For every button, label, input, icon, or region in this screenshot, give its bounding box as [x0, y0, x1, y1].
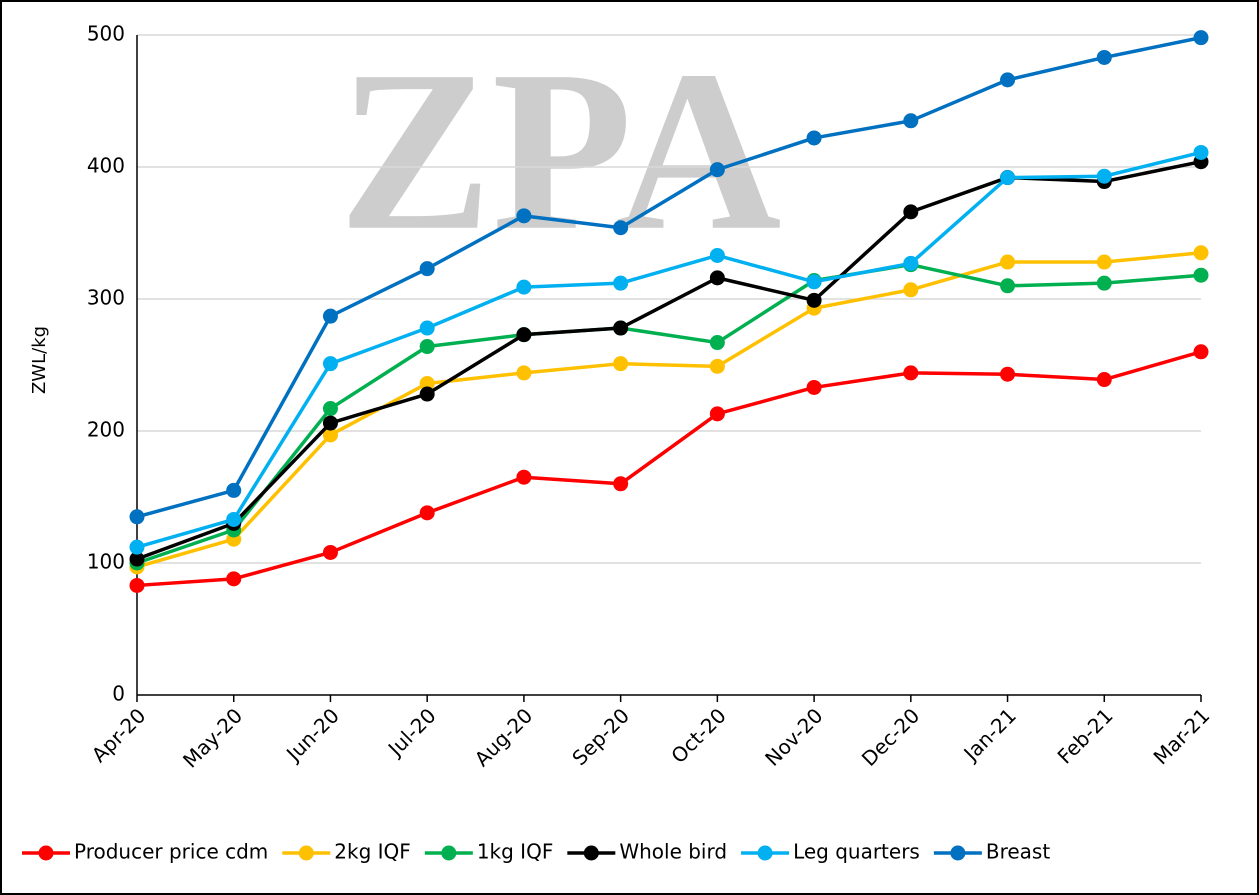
- data-point: [613, 356, 628, 371]
- y-tick-label: 300: [87, 286, 125, 310]
- data-point: [613, 276, 628, 291]
- data-point: [903, 282, 918, 297]
- legend-label: 1kg IQF: [477, 840, 554, 864]
- legend-marker: [299, 846, 314, 861]
- data-point: [903, 113, 918, 128]
- data-point: [516, 208, 531, 223]
- data-point: [807, 130, 822, 145]
- data-point: [323, 309, 338, 324]
- data-point: [1097, 276, 1112, 291]
- data-point: [226, 512, 241, 527]
- data-point: [323, 401, 338, 416]
- data-point: [420, 261, 435, 276]
- data-point: [1097, 169, 1112, 184]
- data-point: [710, 270, 725, 285]
- legend-label: Whole bird: [619, 840, 727, 864]
- y-tick-label: 200: [87, 418, 125, 442]
- legend-marker: [950, 846, 965, 861]
- data-point: [516, 365, 531, 380]
- data-point: [323, 416, 338, 431]
- data-point: [1000, 170, 1015, 185]
- legend-marker: [758, 846, 773, 861]
- y-axis-label: ZWL/kg: [29, 326, 50, 394]
- data-point: [807, 380, 822, 395]
- data-point: [710, 248, 725, 263]
- data-point: [226, 483, 241, 498]
- chart: ZPA ZWL/kg 0100200300400500Apr-20May-20J…: [0, 0, 1259, 895]
- data-point: [1000, 278, 1015, 293]
- y-tick-label: 400: [87, 154, 125, 178]
- legend-marker: [39, 846, 54, 861]
- legend-marker: [584, 846, 599, 861]
- y-tick-label: 100: [87, 550, 125, 574]
- data-point: [323, 356, 338, 371]
- data-point: [1097, 50, 1112, 65]
- data-point: [1194, 268, 1209, 283]
- data-point: [323, 545, 338, 560]
- data-point: [1194, 245, 1209, 260]
- data-point: [130, 509, 145, 524]
- data-point: [1000, 367, 1015, 382]
- y-tick-label: 500: [87, 22, 125, 46]
- data-point: [710, 406, 725, 421]
- data-point: [710, 359, 725, 374]
- data-point: [710, 162, 725, 177]
- legend-label: Leg quarters: [793, 840, 920, 864]
- data-point: [226, 571, 241, 586]
- legend-label: Breast: [986, 840, 1050, 864]
- data-point: [1097, 372, 1112, 387]
- data-point: [613, 220, 628, 235]
- data-point: [516, 327, 531, 342]
- data-point: [1000, 72, 1015, 87]
- data-point: [420, 505, 435, 520]
- legend-label: 2kg IQF: [334, 840, 411, 864]
- data-point: [420, 339, 435, 354]
- data-point: [1194, 30, 1209, 45]
- data-point: [1097, 255, 1112, 270]
- data-point: [420, 387, 435, 402]
- data-point: [903, 365, 918, 380]
- data-point: [130, 578, 145, 593]
- data-point: [1194, 145, 1209, 160]
- data-point: [903, 204, 918, 219]
- data-point: [807, 274, 822, 289]
- watermark: ZPA: [339, 23, 782, 278]
- legend-label: Producer price cdm: [74, 840, 268, 864]
- data-point: [130, 540, 145, 555]
- data-point: [420, 321, 435, 336]
- legend-marker: [441, 846, 456, 861]
- data-point: [903, 256, 918, 271]
- data-point: [710, 335, 725, 350]
- data-point: [516, 280, 531, 295]
- data-point: [613, 321, 628, 336]
- data-point: [1000, 255, 1015, 270]
- data-point: [807, 293, 822, 308]
- data-point: [1194, 344, 1209, 359]
- y-tick-label: 0: [112, 682, 125, 706]
- data-point: [613, 476, 628, 491]
- data-point: [516, 470, 531, 485]
